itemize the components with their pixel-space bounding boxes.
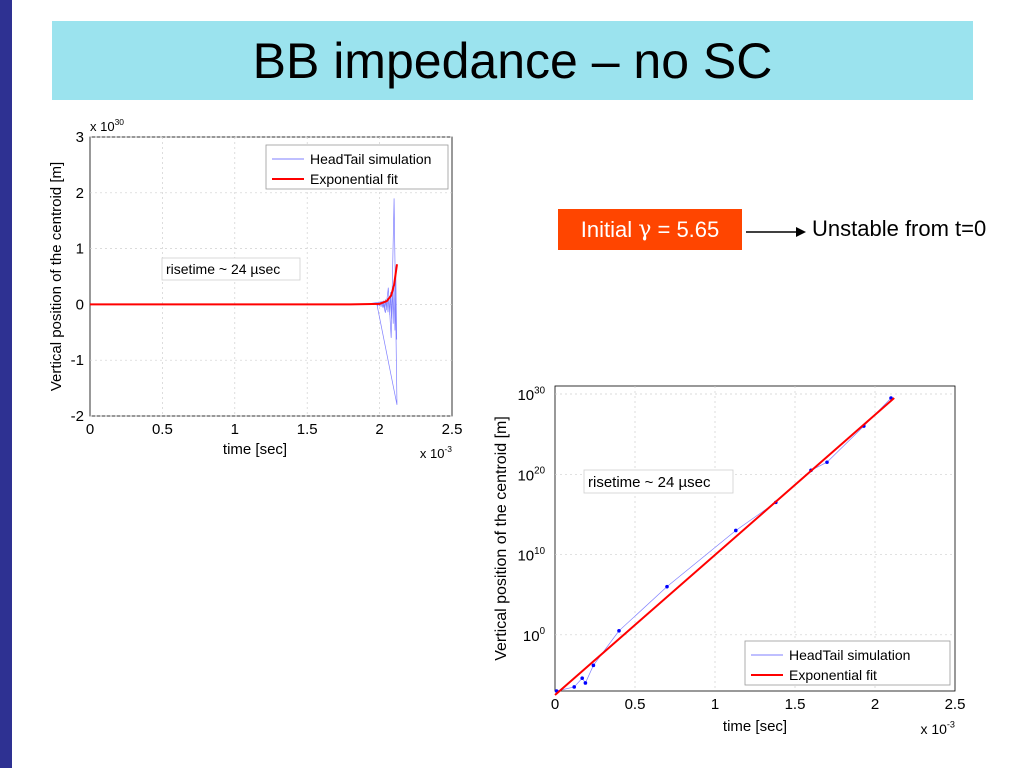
series-exponential-fit <box>90 264 398 306</box>
plot-area <box>554 385 956 692</box>
series-exponential-fit <box>554 397 895 696</box>
x-tick-label: 1 <box>711 696 719 713</box>
legend-label: HeadTail simulation <box>789 647 910 663</box>
legend-box <box>744 640 951 686</box>
sim-point <box>572 685 576 689</box>
right-arrow-icon <box>746 227 806 237</box>
slide-title: BB impedance – no SC <box>252 32 773 89</box>
x-tick-label: 2.5 <box>442 421 463 438</box>
y-axis-label: Vertical position of the centroid [m] <box>48 162 65 391</box>
sim-point <box>665 584 669 589</box>
annotation-risetime: risetime ~ 24 µsec <box>588 474 711 491</box>
log-chart: 0 0.5 1 1.5 2 2.5 100 1010 1020 1030 x 10-3 time [s… <box>493 385 966 737</box>
title-banner: BB impedance – no SC <box>52 21 973 100</box>
x-tick-label: 0 <box>86 421 94 438</box>
x-tick-label: 2 <box>871 696 879 713</box>
sim-point <box>591 663 596 668</box>
linear-chart: 0 0.5 1 1.5 2 2.5 -2 -1 0 1 2 3 x 1030 x 10-3 time [se… <box>48 117 463 461</box>
x-multiplier-label: x 10-3 <box>420 444 452 461</box>
x-tick-label: 0.5 <box>152 421 173 438</box>
y-tick-label: 1030 <box>517 385 545 404</box>
x-axis-label: time [sec] <box>223 441 287 458</box>
x-tick-label: 2 <box>375 421 383 438</box>
sim-point <box>825 460 829 465</box>
gamma-suffix: = 5.65 <box>651 216 720 242</box>
gamma-prefix: Initial <box>580 216 639 242</box>
legend-label: HeadTail simulation <box>310 151 431 167</box>
initial-gamma-box: Initial γ = 5.65 <box>558 209 742 250</box>
annotation-box <box>161 257 301 281</box>
y-tick-label: 2 <box>76 185 84 202</box>
legend-box <box>265 144 449 190</box>
y-tick-label: 1010 <box>517 546 545 565</box>
slide-side-bar <box>0 0 12 768</box>
legend-label: Exponential fit <box>789 667 877 683</box>
y-tick-label: 1 <box>76 241 84 258</box>
x-tick-label: 2.5 <box>945 696 966 713</box>
y-axis-label: Vertical position of the centroid [m] <box>493 416 510 661</box>
unstable-note: Unstable from t=0 <box>812 216 987 241</box>
x-tick-label: 1.5 <box>785 696 806 713</box>
x-multiplier-label: x 10-3 <box>920 720 955 737</box>
y-tick-label: -1 <box>71 352 84 369</box>
x-tick-label: 1.5 <box>297 421 318 438</box>
legend-label: Exponential fit <box>310 171 398 187</box>
annotation-box <box>583 469 734 494</box>
y-tick-label: -2 <box>71 408 84 425</box>
sim-point <box>583 681 588 685</box>
x-tick-label: 0 <box>551 696 559 713</box>
sim-point <box>580 676 584 680</box>
y-tick-label: 1020 <box>517 466 545 485</box>
sim-point <box>734 528 738 533</box>
x-axis-label: time [sec] <box>723 718 787 735</box>
y-tick-label: 3 <box>76 129 84 146</box>
y-tick-label: 0 <box>76 296 84 313</box>
y-multiplier-label: x 1030 <box>90 117 124 134</box>
y-tick-label: 100 <box>523 626 546 645</box>
x-tick-label: 0.5 <box>625 696 646 713</box>
sim-point <box>617 629 621 633</box>
gamma-symbol: γ <box>638 217 652 242</box>
annotation-risetime: risetime ~ 24 µsec <box>166 261 280 277</box>
x-tick-label: 1 <box>231 421 239 438</box>
